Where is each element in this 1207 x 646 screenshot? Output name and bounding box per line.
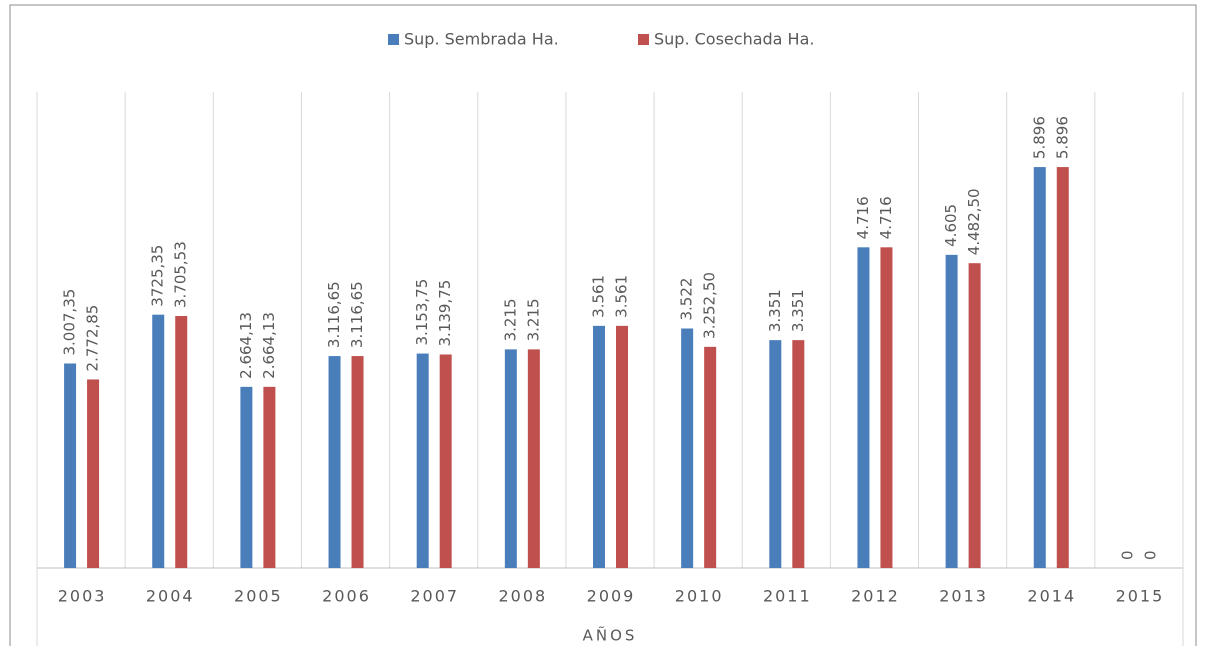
data-label: 3.561 <box>613 275 631 318</box>
data-label: 3.139,75 <box>436 280 454 347</box>
x-tick-label: 2009 <box>587 587 636 606</box>
x-tick-label: 2010 <box>675 587 724 606</box>
bar <box>351 356 364 568</box>
bar <box>704 346 717 568</box>
bar <box>880 247 893 568</box>
x-axis-title: AÑOS <box>583 626 638 645</box>
bar <box>1056 167 1069 568</box>
x-tick-label: 2008 <box>498 587 547 606</box>
bar <box>616 325 628 568</box>
legend-label: Sup. Cosechada Ha. <box>654 30 814 49</box>
x-tick-label: 2015 <box>1116 587 1165 606</box>
data-label: 2.772,85 <box>84 305 102 372</box>
bar <box>152 314 165 568</box>
data-label: 0 <box>1118 550 1136 560</box>
frame <box>9 4 1197 646</box>
data-label: 0 <box>1141 550 1159 560</box>
data-label: 3.522 <box>678 278 696 321</box>
bar <box>857 247 870 568</box>
data-label: 3.215 <box>501 298 519 341</box>
bar <box>504 349 517 568</box>
x-tick-label: 2006 <box>322 587 371 606</box>
data-label: 3.705,53 <box>172 241 190 308</box>
legend-swatch <box>388 34 399 45</box>
bar <box>439 354 452 568</box>
x-tick-label: 2014 <box>1027 587 1076 606</box>
x-tick-label: 2005 <box>234 587 283 606</box>
data-label: 4.716 <box>854 196 872 239</box>
legend-label: Sup. Sembrada Ha. <box>404 30 559 49</box>
data-label: 3.007,35 <box>61 289 79 356</box>
x-tick-label: 2013 <box>939 587 988 606</box>
data-label: 3.351 <box>766 289 784 332</box>
bar <box>593 325 605 568</box>
bar <box>945 254 958 569</box>
data-label: 3.153,75 <box>413 279 431 346</box>
bar <box>968 263 981 568</box>
bar <box>240 386 253 568</box>
x-tick-label: 2003 <box>58 587 107 606</box>
x-tick-label: 2011 <box>763 587 812 606</box>
data-label: 3.116,65 <box>348 281 366 348</box>
legend-swatch <box>638 34 649 45</box>
bar <box>175 316 188 568</box>
data-label: 3.215 <box>524 298 542 341</box>
data-label: 2.664,13 <box>237 312 255 379</box>
bar <box>416 353 429 568</box>
data-label: 3.351 <box>789 289 807 332</box>
x-tick-label: 2004 <box>146 587 195 606</box>
bar <box>64 363 77 568</box>
bar <box>263 386 276 568</box>
data-label: 4.605 <box>942 204 960 247</box>
x-tick-label: 2012 <box>851 587 900 606</box>
data-label: 4.716 <box>877 196 895 239</box>
data-label: 5.896 <box>1053 116 1071 159</box>
bar <box>769 340 782 568</box>
bar <box>527 349 540 568</box>
bar <box>681 328 694 568</box>
bar <box>792 340 805 568</box>
data-label: 2.664,13 <box>260 312 278 379</box>
data-label: 3.252,50 <box>701 272 719 339</box>
data-label: 5.896 <box>1030 116 1048 159</box>
data-label: 4.482,50 <box>965 188 983 255</box>
bar <box>328 356 341 568</box>
data-label: 3725,35 <box>149 245 167 307</box>
data-label: 3.561 <box>590 275 608 318</box>
x-tick-label: 2007 <box>410 587 459 606</box>
data-label: 3.116,65 <box>325 281 343 348</box>
bar <box>87 379 100 568</box>
bar <box>1033 167 1046 568</box>
